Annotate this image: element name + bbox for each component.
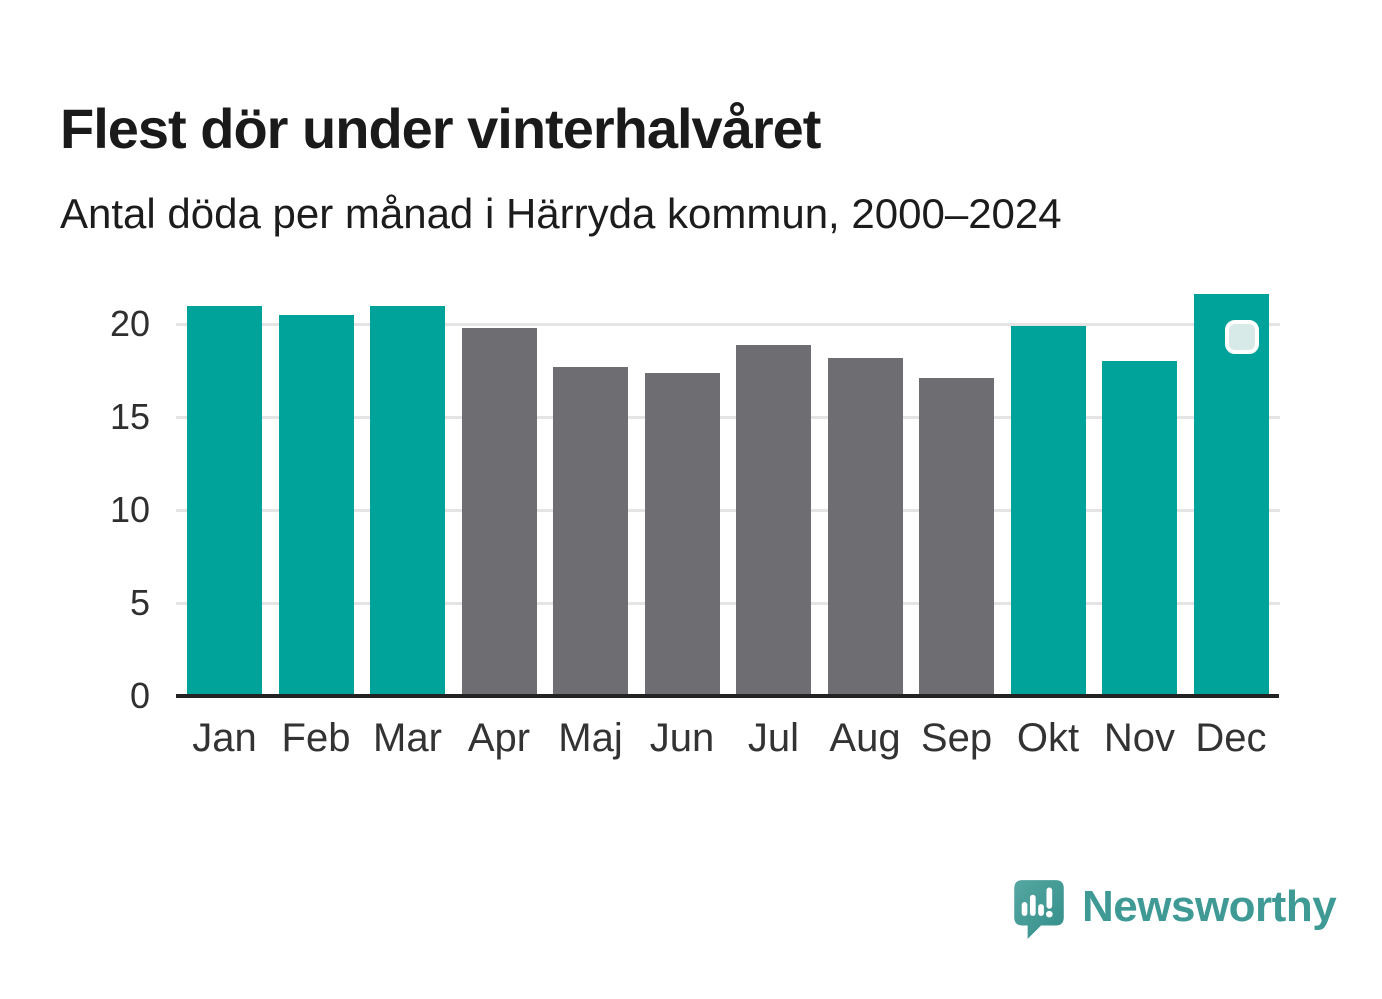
x-axis-tick-label-apr: Apr	[467, 716, 531, 760]
bar-aug	[827, 357, 903, 696]
newsworthy-wordmark: Newsworthy	[1082, 882, 1337, 931]
chart-subtitle: Antal döda per månad i Härryda kommun, 2…	[60, 190, 1062, 237]
x-axis-tick-label-mar: Mar	[373, 716, 442, 760]
bar-okt	[1010, 326, 1086, 696]
x-axis-tick-label-jan: Jan	[192, 716, 257, 760]
gridline-10	[176, 508, 1280, 512]
y-axis-tick-label-15: 15	[109, 396, 150, 438]
x-axis-tick-label-nov: Nov	[1103, 716, 1176, 760]
x-axis-tick-label-aug: Aug	[829, 716, 901, 760]
x-axis-tick-label-feb: Feb	[281, 716, 351, 760]
x-axis-baseline	[176, 694, 1279, 698]
x-axis-tick-label-jul: Jul	[747, 716, 800, 760]
bar-maj	[553, 366, 628, 696]
x-axis-tick-label-sep: Sep	[920, 716, 993, 760]
gridline-20	[176, 322, 1280, 326]
bar-apr	[461, 327, 537, 696]
bar-jul	[736, 344, 811, 696]
dec-bar-marker	[1224, 320, 1259, 354]
gridline-5	[176, 601, 1280, 605]
y-axis-tick-label-5: 5	[129, 582, 150, 624]
bar-nov	[1102, 361, 1177, 696]
bar-mar	[370, 305, 445, 696]
x-axis-tick-label-okt: Okt	[1016, 716, 1080, 760]
bar-sep	[919, 378, 994, 696]
newsworthy-logo: Newsworthy	[1010, 878, 1337, 947]
x-axis-tick-label-maj: Maj	[558, 716, 623, 760]
bar-jan	[187, 305, 262, 696]
bar-jun	[644, 372, 720, 696]
x-axis-tick-label-dec: Dec	[1195, 716, 1267, 760]
gridline-15	[176, 415, 1280, 419]
y-axis-tick-label-10: 10	[109, 489, 150, 531]
chart-title: Flest dör under vinterhalvåret	[60, 96, 821, 160]
y-axis-tick-label-20: 20	[109, 303, 150, 345]
bar-dec	[1193, 294, 1269, 696]
bar-feb	[278, 314, 354, 696]
x-axis-tick-label-jun: Jun	[649, 716, 715, 760]
speech-bubble-chart-icon	[1010, 878, 1068, 947]
y-axis-tick-label-0: 0	[129, 675, 150, 716]
